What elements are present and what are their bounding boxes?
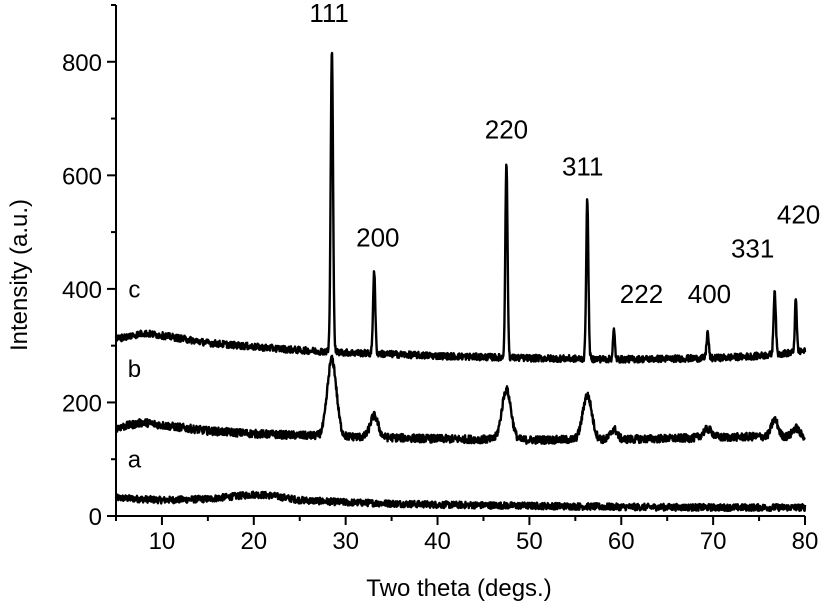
y-tick-label: 0 [89,504,102,531]
x-axis-title: Two theta (degs.) [366,575,551,602]
series-line-b [114,354,806,445]
x-tick-label: 80 [792,528,819,555]
peak-label-200: 200 [356,222,399,252]
series-label-c: c [128,276,140,303]
peak-label-400: 400 [688,279,731,309]
y-axis-title: Intensity (a.u.) [6,199,33,351]
peak-label-220: 220 [485,114,528,144]
y-tick-label: 400 [62,277,102,304]
y-tick-label: 200 [62,390,102,417]
x-tick-label: 40 [424,528,451,555]
y-tick-label: 600 [62,163,102,190]
peak-label-111: 111 [309,0,349,28]
x-tick-label: 50 [516,528,543,555]
series-label-a: a [128,447,142,474]
x-tick-label: 60 [608,528,635,555]
series-label-b: b [128,356,141,383]
y-tick-label: 800 [62,50,102,77]
x-tick-label: 10 [149,528,176,555]
peak-label-222: 222 [620,279,663,309]
peak-label-420: 420 [777,200,820,230]
series-line-a [114,490,807,513]
peak-label-311: 311 [562,151,603,181]
x-tick-label: 30 [332,528,359,555]
x-tick-label: 20 [240,528,267,555]
series-line-c [114,51,807,364]
series-layer [114,51,807,513]
peak-label-331: 331 [731,234,774,264]
x-tick-label: 70 [700,528,727,555]
